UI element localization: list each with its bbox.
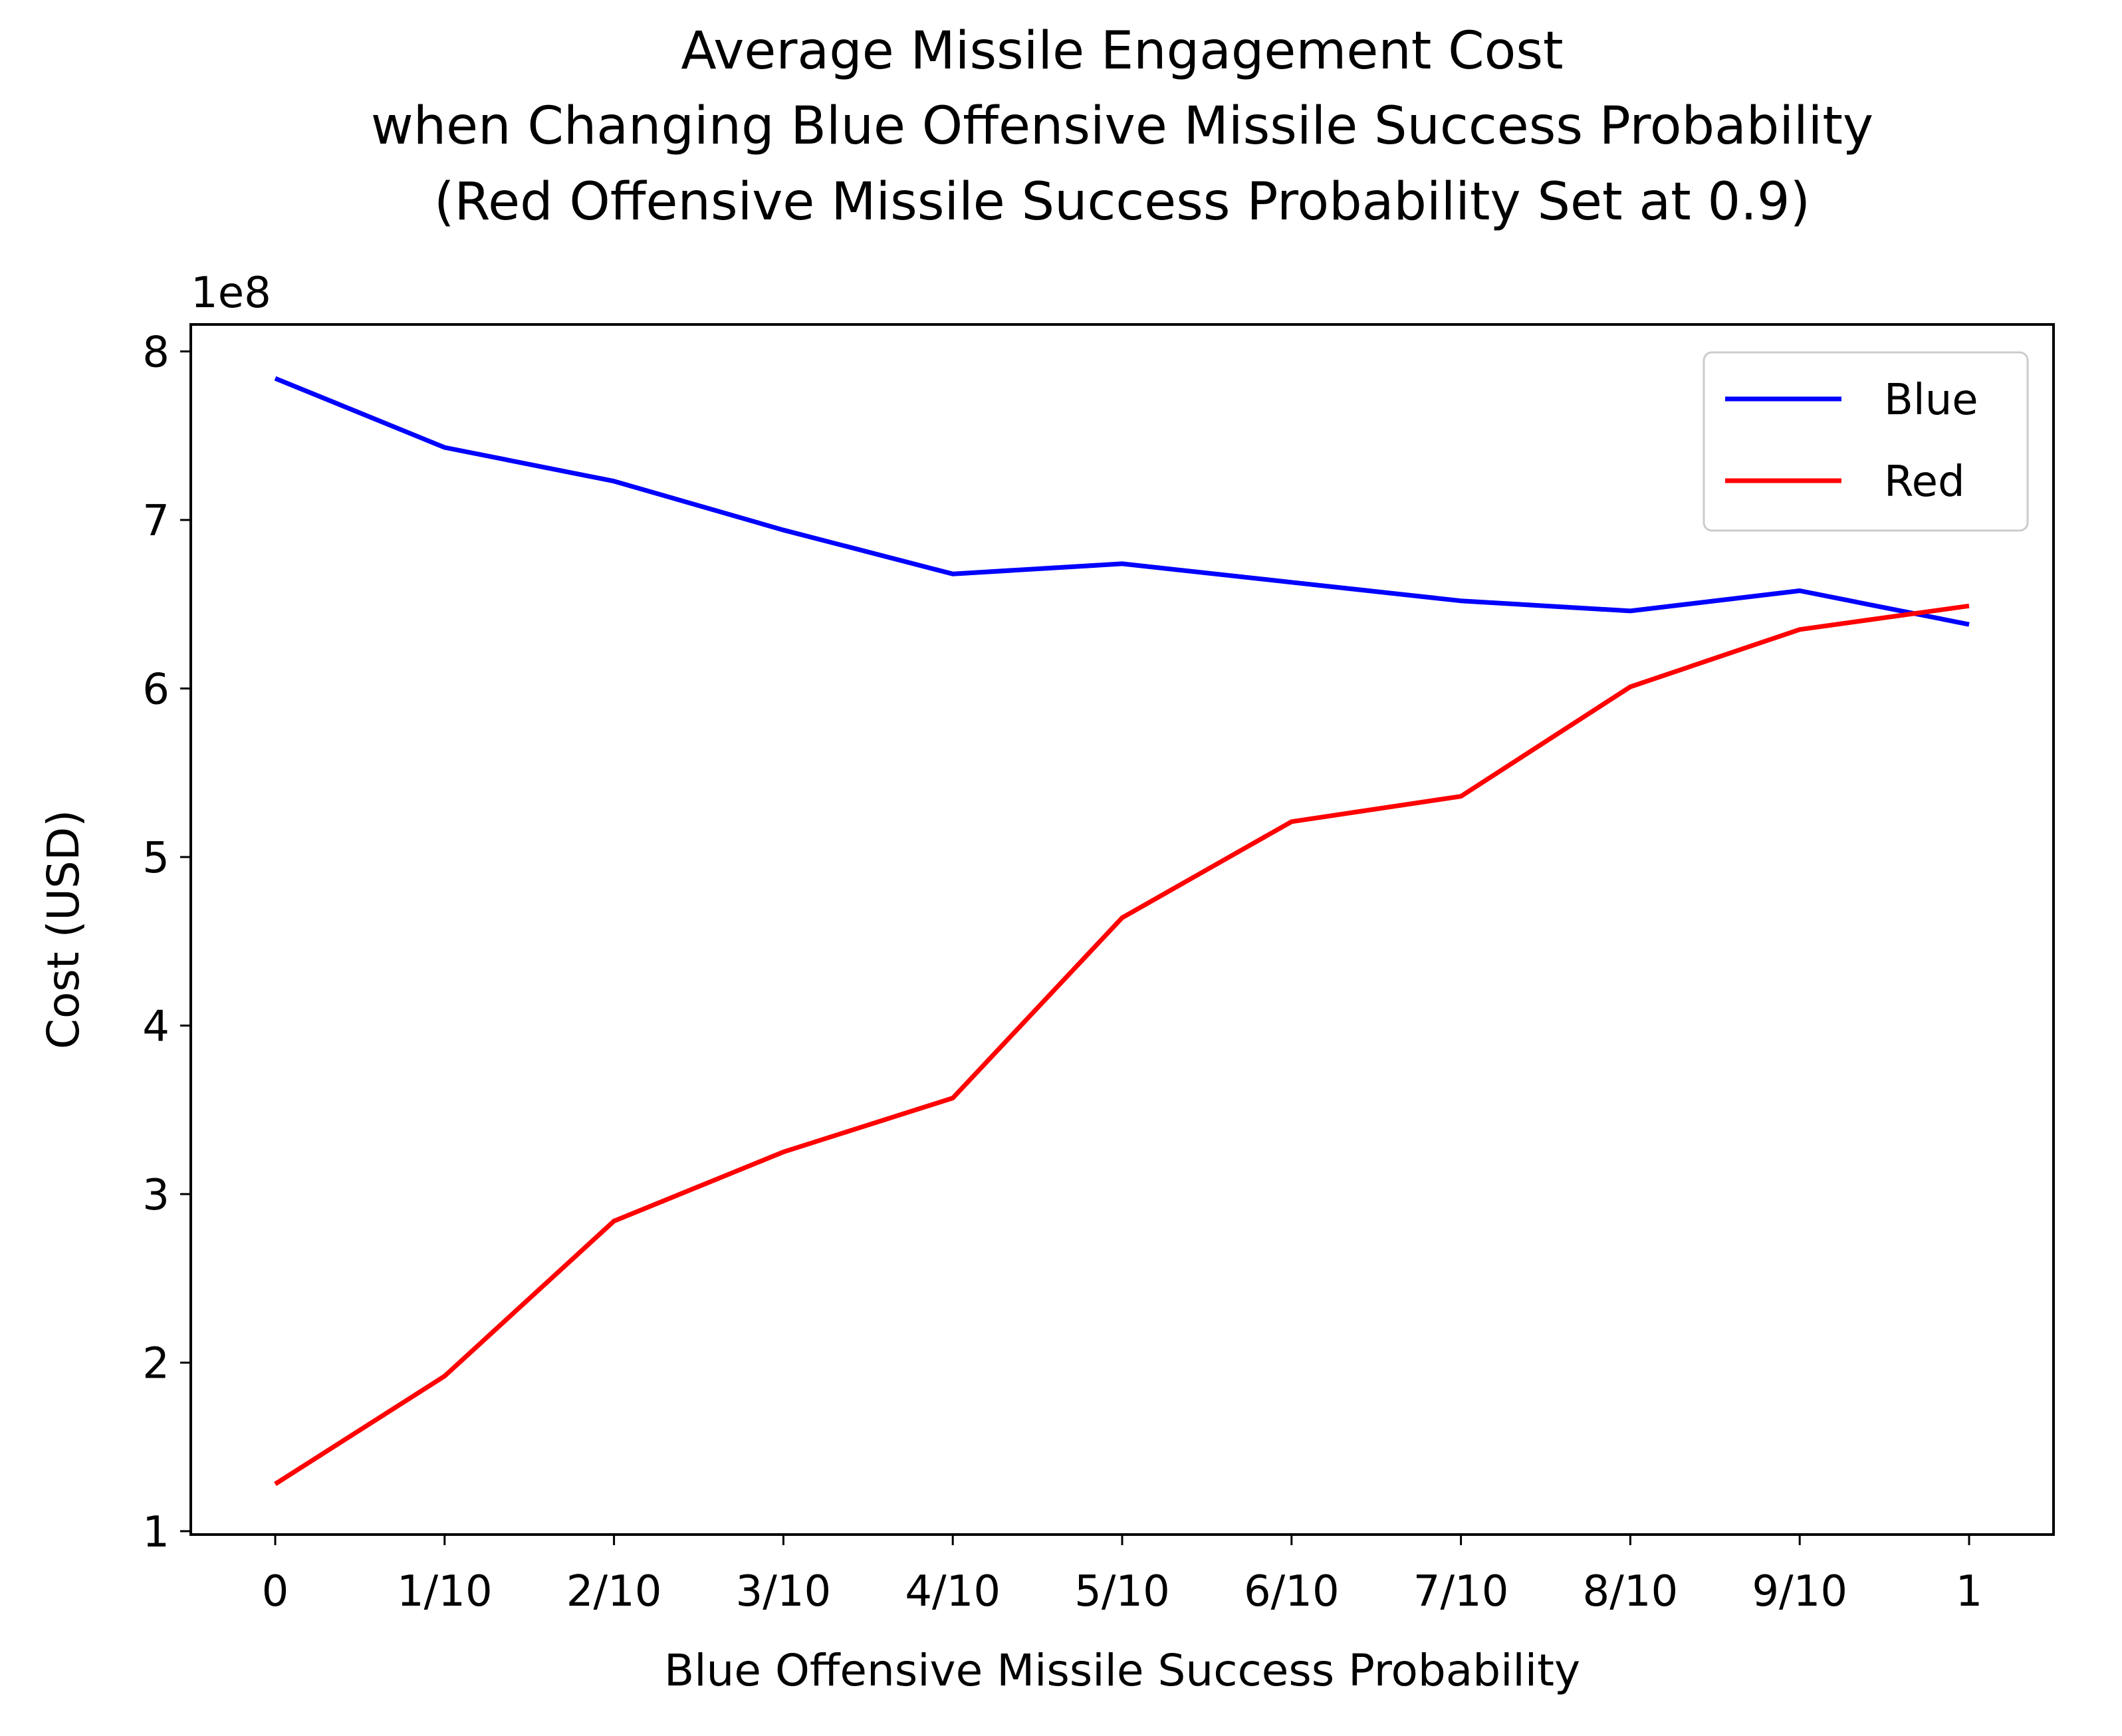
legend-label-blue: Blue [1884,376,1978,425]
y-tick-label: 5 [142,834,170,883]
series-line-red [274,603,1970,1486]
y-tick-label: 6 [142,666,170,715]
x-axis: 0 1/10 2/10 3/10 4/10 5/10 6/10 7/10 8/10 9/10 1 [262,1535,1983,1616]
axis-labels: Blue Offensive Missile Success Probabili… [38,810,1580,1696]
y-tick-label: 3 [142,1171,170,1220]
chart-title-line: Average Missile Engagement Cost [681,21,1563,81]
x-tick-label: 1 [1956,1567,1983,1616]
chart-title: Average Missile Engagement Cost when Chan… [371,21,1873,232]
x-tick-label: 9/10 [1752,1567,1847,1616]
x-tick-label: 5/10 [1074,1567,1170,1616]
y-axis: 1 2 3 4 5 6 7 8 1e8 [142,269,271,1557]
x-tick-label: 8/10 [1583,1567,1679,1616]
legend-box [1703,351,2029,532]
x-tick-label: 4/10 [905,1567,1001,1616]
legend-label-red: Red [1884,457,1965,507]
legend: Blue Red [1703,351,2029,532]
y-tick-label: 1 [142,1508,170,1557]
x-tick-label: 7/10 [1413,1567,1509,1616]
y-axis-label: Cost (USD) [38,810,89,1049]
y-tick-label: 4 [142,1002,170,1051]
x-tick-label: 0 [262,1567,289,1616]
y-offset-label: 1e8 [191,269,271,318]
x-tick-label: 1/10 [397,1567,493,1616]
y-tick-label: 2 [142,1339,170,1388]
chart-title-line: when Changing Blue Offensive Missile Suc… [371,96,1873,156]
chart-title-line: (Red Offensive Missile Success Probabili… [434,172,1810,232]
x-tick-label: 3/10 [736,1567,832,1616]
x-tick-label: 6/10 [1244,1567,1340,1616]
series-lines [274,376,1970,1486]
x-tick-label: 2/10 [566,1567,662,1616]
y-tick-label: 8 [142,328,170,378]
y-tick-label: 7 [142,497,170,546]
x-axis-label: Blue Offensive Missile Success Probabili… [664,1645,1580,1696]
